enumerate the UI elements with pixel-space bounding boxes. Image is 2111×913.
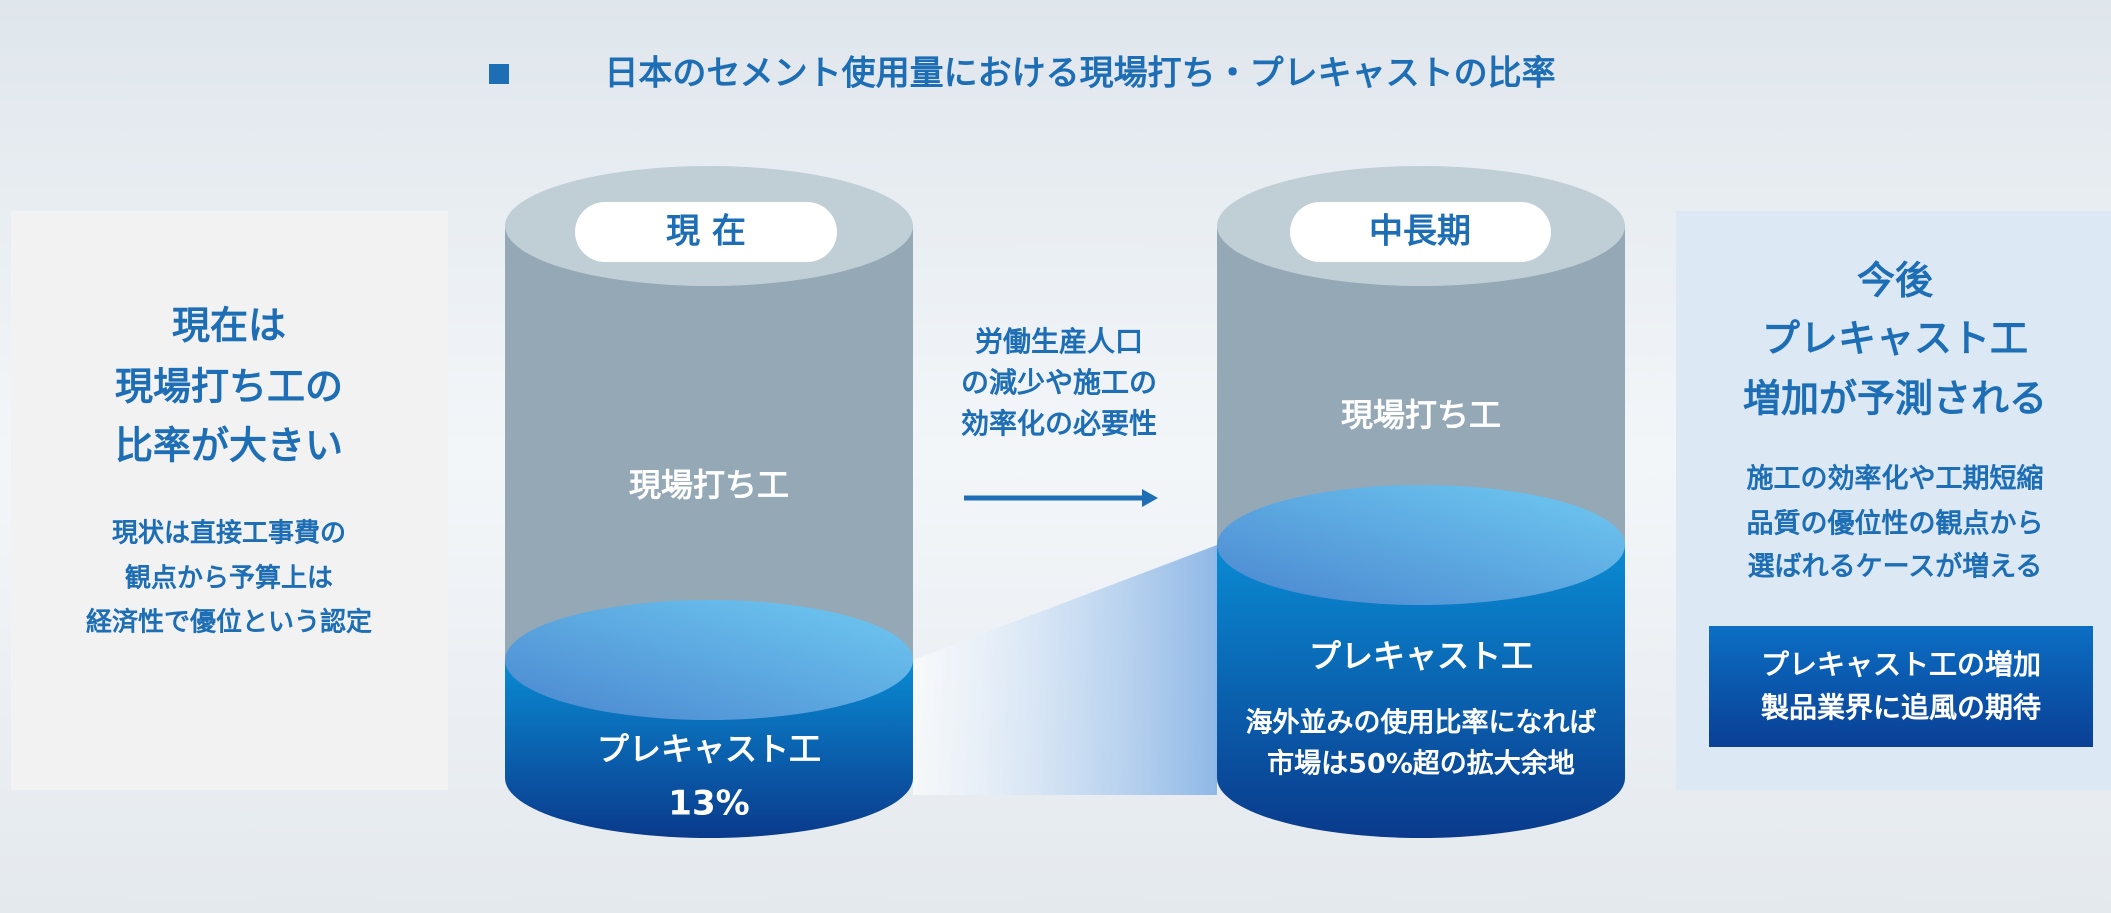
right-body: 選ばれるケースが増える bbox=[1748, 551, 2043, 583]
transition-text: の減少や施工の bbox=[961, 366, 1157, 399]
arrow-head bbox=[1142, 489, 1158, 507]
upper-label: 現場打ち工 bbox=[629, 466, 789, 504]
cylinder-precast-top bbox=[505, 600, 913, 720]
right-body: 品質の優位性の観点から bbox=[1747, 508, 2044, 540]
growth-band bbox=[913, 545, 1217, 795]
future-note: 市場は50%超の拡大余地 bbox=[1267, 748, 1575, 780]
cylinder-label: 現 在 bbox=[666, 212, 746, 252]
right-heading: プレキャスト工 bbox=[1762, 317, 2028, 361]
upper-label: 現場打ち工 bbox=[1341, 396, 1501, 434]
callout-text: 製品業界に追風の期待 bbox=[1761, 691, 2041, 724]
lower-label: プレキャスト工 bbox=[1309, 637, 1533, 675]
right-heading: 増加が予測される bbox=[1743, 377, 2047, 421]
left-panel bbox=[11, 211, 448, 790]
title: 日本のセメント使用量における現場打ち・プレキャストの比率 bbox=[604, 54, 1555, 94]
right-heading: 今後 bbox=[1857, 259, 1934, 303]
left-heading: 現場打ち工の bbox=[115, 365, 343, 409]
callout-box bbox=[1709, 626, 2093, 747]
left-body: 観点から予算上は bbox=[125, 563, 333, 594]
right-body: 施工の効率化や工期短縮 bbox=[1747, 463, 2044, 495]
transition-text: 効率化の必要性 bbox=[961, 407, 1157, 440]
left-body: 現状は直接工事費の bbox=[112, 519, 346, 549]
cylinder-precast bbox=[1217, 545, 1625, 838]
left-body: 経済性で優位という認定 bbox=[86, 607, 372, 638]
left-heading: 現在は bbox=[172, 304, 286, 348]
cylinder-body bbox=[505, 226, 913, 660]
future-note: 海外並みの使用比率になれば bbox=[1246, 707, 1597, 739]
label-pill bbox=[575, 202, 837, 262]
share-label: 13% bbox=[668, 784, 749, 824]
lower-label: プレキャスト工 bbox=[597, 730, 821, 768]
label-pill bbox=[1290, 202, 1551, 262]
title-marker bbox=[489, 64, 509, 84]
cylinder-label: 中長期 bbox=[1369, 212, 1471, 252]
cylinder-precast-top bbox=[1217, 485, 1625, 605]
left-heading: 比率が大きい bbox=[115, 424, 343, 468]
callout-text: プレキャスト工の増加 bbox=[1761, 648, 2041, 681]
transition-text: 労働生産人口 bbox=[975, 325, 1143, 358]
